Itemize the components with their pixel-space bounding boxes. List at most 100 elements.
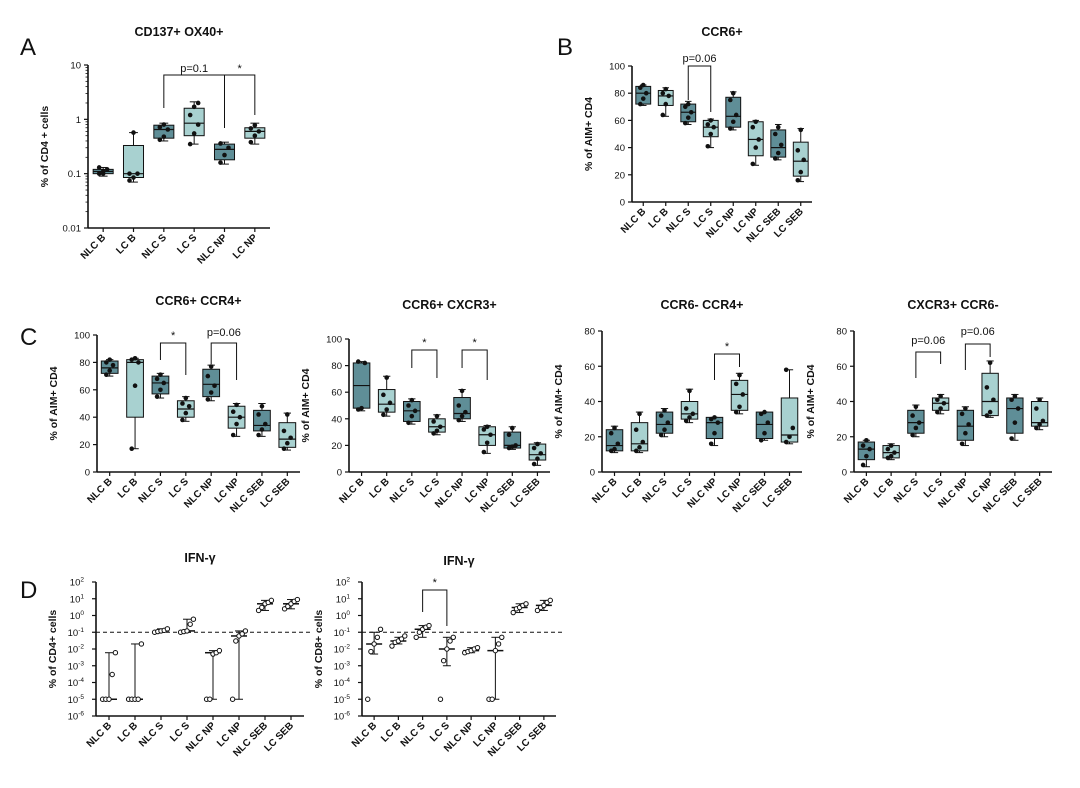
chart-c3-data-point	[790, 425, 796, 431]
chart-b-data-point	[660, 112, 666, 118]
chart-c2-data-point	[481, 449, 487, 455]
chart-b-y-tick-label: 100	[609, 62, 625, 73]
chart-d1-data-point	[259, 604, 265, 611]
chart-c1-data-point	[183, 395, 189, 401]
chart-c3-title: CCR6- CCR4+	[660, 298, 743, 312]
chart-c3-data-point	[612, 425, 617, 431]
chart-d1-data-point	[268, 597, 275, 604]
chart-c1-data-point	[104, 372, 109, 378]
chart-c1-data-point	[256, 412, 261, 417]
chart-c1-data-point	[205, 397, 211, 402]
chart-a-data-point	[187, 141, 193, 147]
chart-c3-box	[730, 379, 749, 411]
chart-d2-data-point	[474, 644, 481, 651]
chart-d2-data-point	[547, 597, 553, 604]
chart-c1-y-label: % of AIM+ CD4	[48, 366, 60, 440]
chart-a-data-point	[127, 178, 132, 183]
chart-c1-data-point	[234, 402, 239, 408]
chart-d2-data-point	[523, 601, 529, 607]
chart-c4-data-point	[984, 413, 990, 418]
chart-c1-data-point	[285, 440, 290, 446]
chart-c2-data-point	[409, 413, 415, 419]
chart-d1-data-point	[255, 607, 262, 614]
chart-c2-data-point	[510, 425, 515, 431]
chart-d2-data-point	[447, 638, 453, 644]
chart-b-data-point	[730, 119, 736, 125]
chart-c2-y-tick-label: 60	[331, 388, 342, 399]
chart-b-data-point	[733, 112, 739, 118]
chart-c3-data-point	[740, 392, 746, 397]
chart-d2-data-point	[450, 634, 456, 640]
chart-d1-data-point	[294, 596, 301, 603]
chart-c2-data-point	[535, 456, 540, 462]
chart-b-significance-label: p=0.06	[683, 53, 717, 65]
panel-letter-d: D	[20, 577, 37, 604]
chart-c4-data-point	[963, 406, 968, 411]
chart-c4-data-point	[987, 360, 993, 366]
chart-c2-y-tick-label: 100	[326, 335, 342, 346]
chart-c4-data-point	[991, 397, 996, 403]
chart-d1-data-point	[207, 696, 213, 702]
chart-c4-data-point	[935, 397, 940, 403]
chart-c4-data-point	[1012, 393, 1018, 399]
chart-c2-data-point	[359, 405, 364, 411]
chart-c4-data-point	[1037, 397, 1042, 403]
chart-c3-data-point	[615, 441, 621, 447]
chart-d2-data-point	[402, 633, 408, 639]
chart-c2-data-point	[384, 407, 389, 412]
chart-c4-data-point	[938, 406, 943, 411]
chart-b-data-point	[798, 127, 804, 133]
chart-c2-data-point	[488, 432, 493, 438]
chart-d1-data-point	[106, 696, 112, 702]
chart-d1-data-point	[138, 641, 145, 647]
chart-c4-data-point	[1012, 420, 1018, 425]
chart-b-data-point	[801, 157, 807, 163]
chart-a-title: CD137+ OX40+	[135, 25, 224, 39]
chart-c4-data-point	[892, 450, 897, 455]
chart-a-data-point	[96, 171, 102, 176]
chart-c2-data-point	[459, 413, 465, 419]
chart-b-data-point	[660, 90, 666, 96]
chart-c2-data-point	[459, 388, 465, 394]
chart-c3-data-point	[787, 434, 792, 440]
chart-d2-data-point	[444, 646, 450, 652]
chart-c4-data-point	[910, 432, 915, 438]
chart-b-data-point	[643, 90, 649, 96]
chart-c3-data-point	[665, 420, 671, 425]
chart-c4-y-label: % of AIM+ CD4	[805, 364, 817, 438]
chart-b-data-point	[772, 131, 778, 137]
chart-d2-data-point	[437, 696, 444, 702]
chart-d1-data-point	[239, 631, 245, 637]
chart-c4-data-point	[963, 430, 968, 436]
chart-a-data-point	[226, 145, 231, 151]
chart-c3-data-point	[633, 448, 639, 454]
chart-c2-y-tick-label: 40	[331, 414, 342, 425]
chart-d2-data-point	[440, 658, 447, 664]
chart-c2-data-point	[384, 375, 389, 380]
chart-b-data-point	[772, 156, 778, 161]
chart-a-significance-label: *	[238, 63, 243, 75]
chart-c1-data-point	[180, 401, 185, 406]
chart-c4-data-point	[885, 446, 891, 452]
chart-b-box	[770, 129, 787, 158]
chart-d2-data-point	[389, 643, 395, 649]
chart-c4-data-point	[941, 400, 947, 406]
chart-c4-data-point	[935, 409, 940, 415]
chart-d1-data-point	[229, 696, 236, 702]
chart-c2-data-point	[506, 432, 512, 438]
chart-d2-significance-bracket	[422, 589, 448, 626]
chart-c4-data-point	[867, 446, 872, 452]
chart-c2-title: CCR6+ CXCR3+	[402, 298, 496, 312]
chart-c2-data-point	[463, 409, 468, 415]
chart-a-box	[244, 127, 266, 139]
chart-c1-data-point	[259, 403, 265, 409]
chart-d1-data-point	[190, 616, 197, 622]
chart-b-data-point	[750, 161, 756, 167]
chart-c1-box	[126, 359, 144, 418]
chart-c3-y-tick-label: 60	[584, 362, 595, 373]
chart-c4-data-point	[1015, 406, 1021, 411]
chart-a-data-point	[218, 160, 223, 165]
chart-c4-box	[1006, 397, 1024, 434]
chart-a-significance-label: p=0.1	[180, 63, 208, 75]
chart-c3-y-tick-label: 80	[584, 327, 595, 338]
